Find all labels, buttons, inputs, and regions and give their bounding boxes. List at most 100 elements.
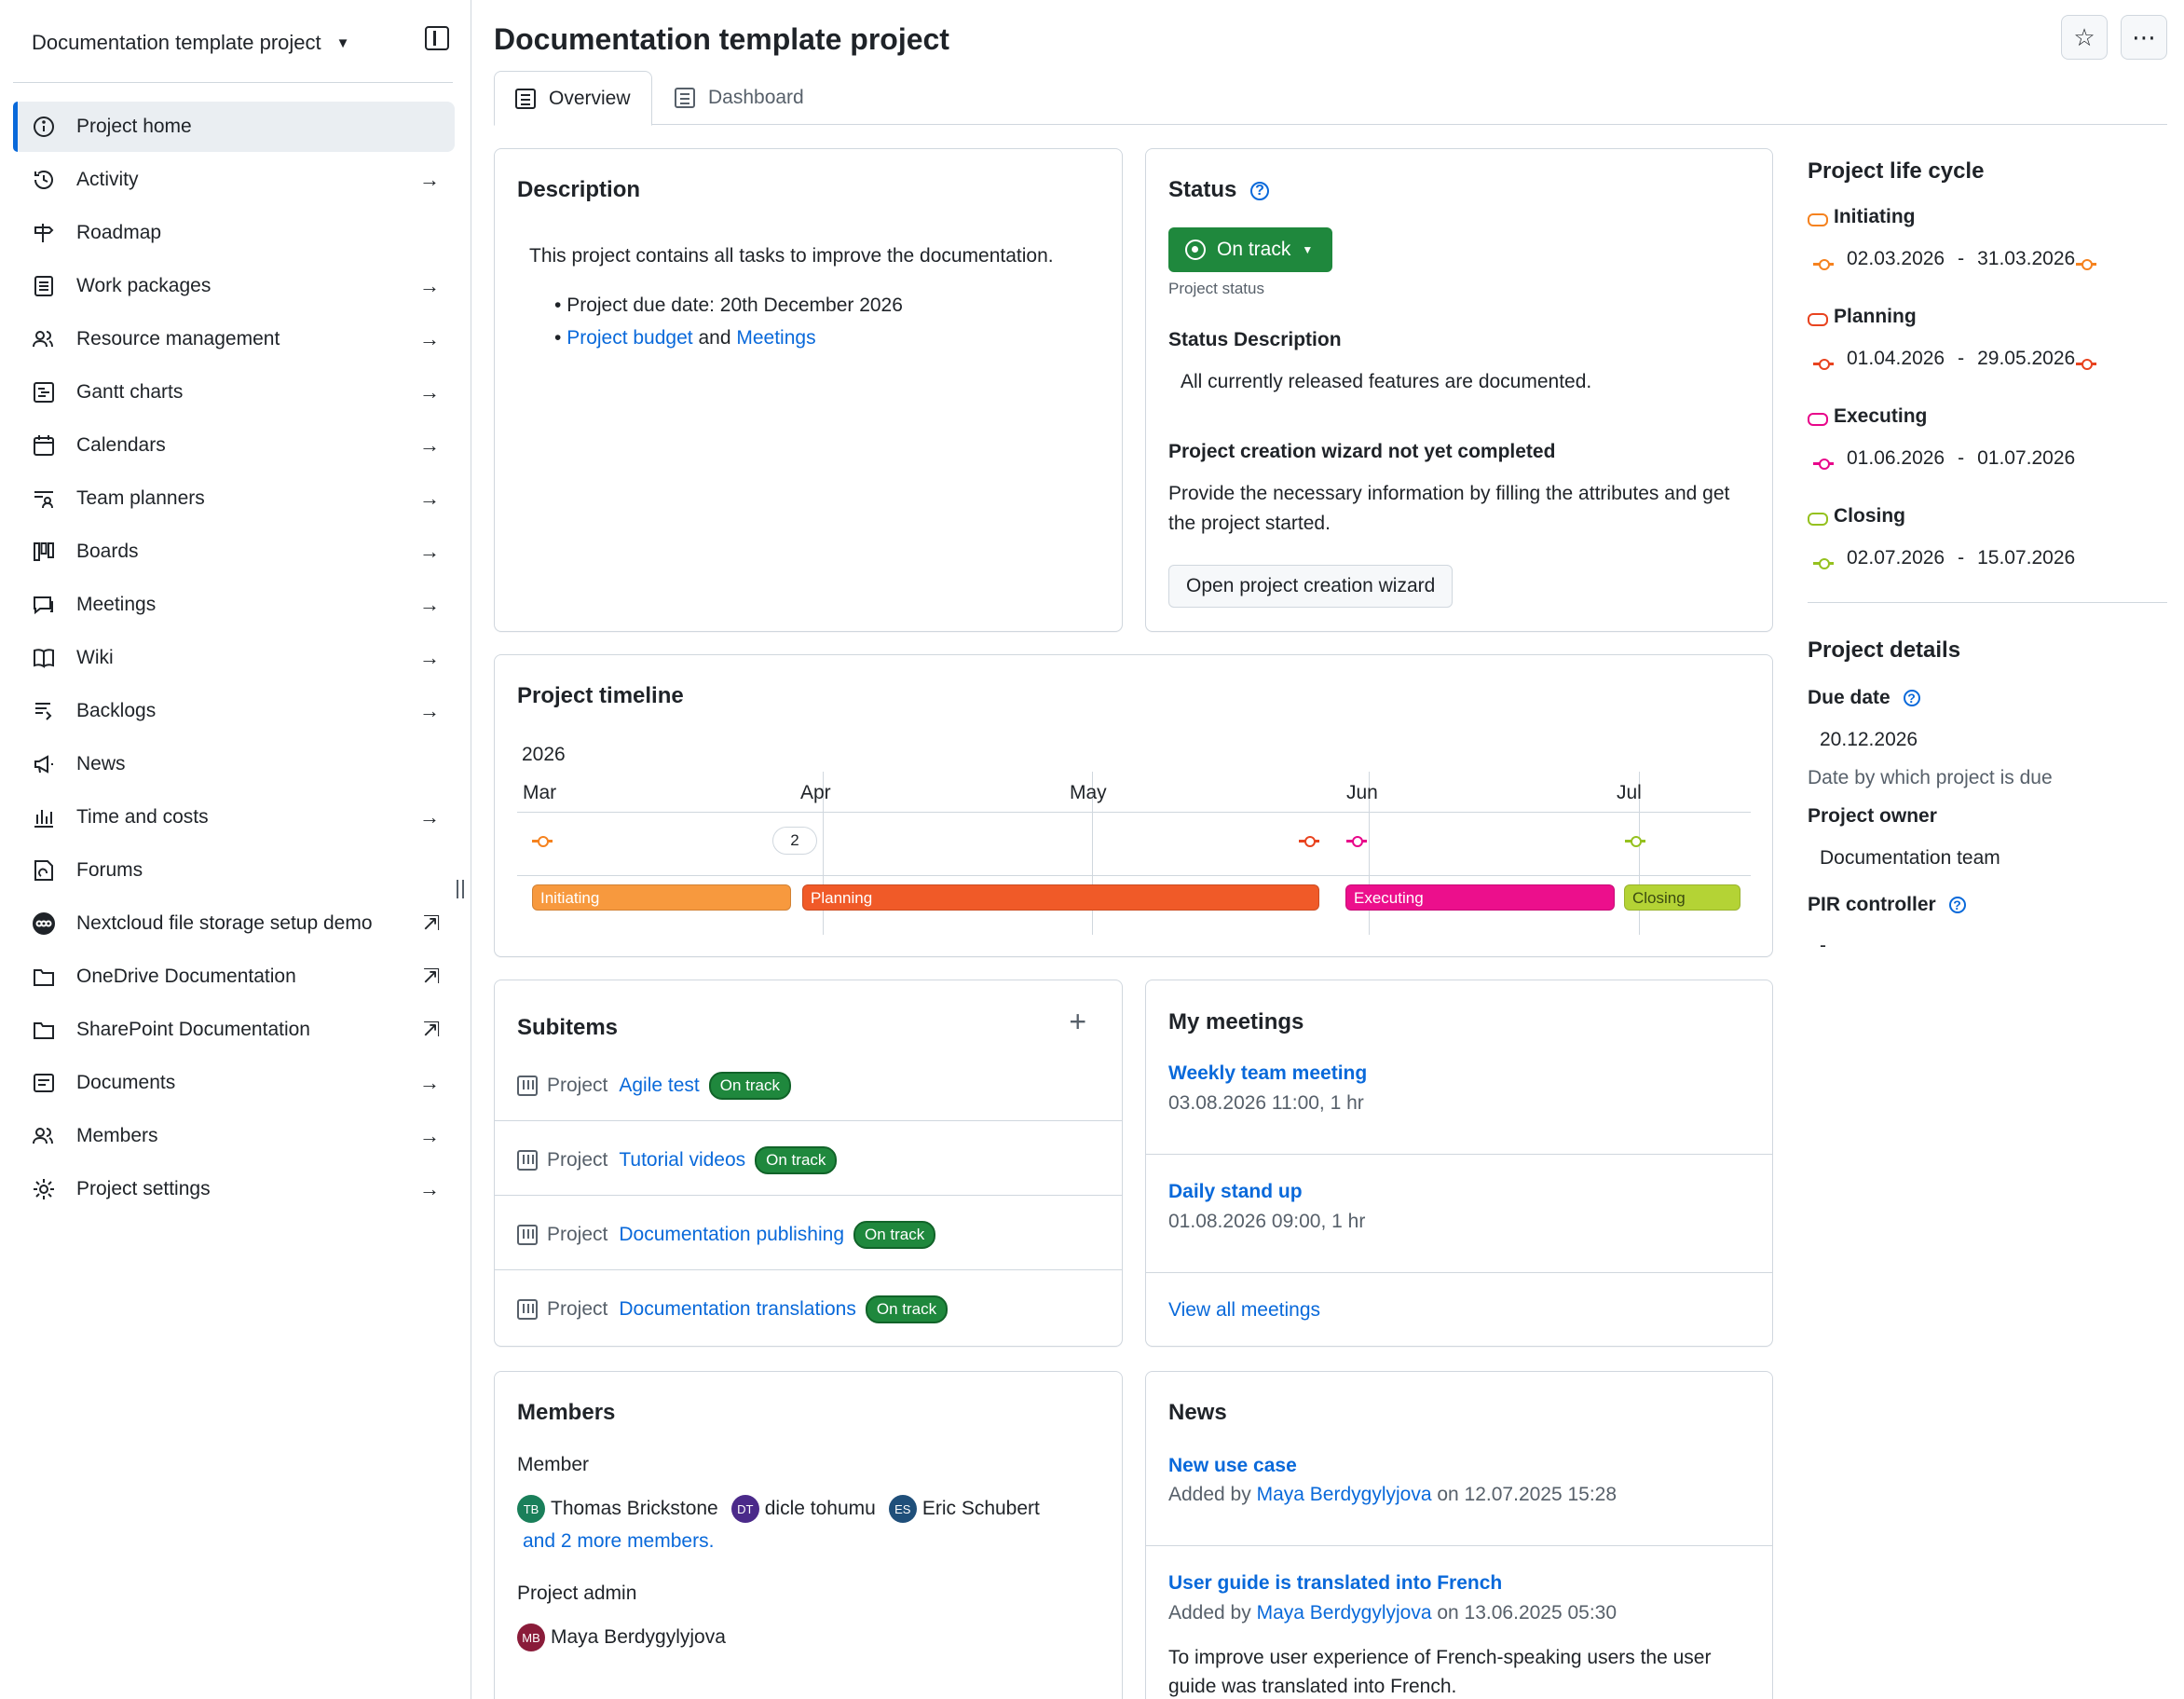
help-icon[interactable]: ? [1903,690,1920,707]
open-wizard-button[interactable]: Open project creation wizard [1168,565,1454,608]
sidebar-item-boards[interactable]: Boards → [13,527,455,577]
timeline-gate-icon[interactable] [532,835,553,847]
subitem-type: Project [547,1298,608,1320]
timeline-phase-bar[interactable]: Planning [802,884,1319,911]
member-name[interactable]: Thomas Brickstone [551,1498,718,1519]
arrow-right-icon[interactable]: → [419,1124,440,1147]
sidebar-item-news[interactable]: News [13,739,455,789]
subitem-type: Project [547,1149,608,1171]
timeline-gate-icon[interactable] [1346,835,1367,847]
sidebar-item-nextcloud-file-storage-setup-demo[interactable]: Nextcloud file storage setup demo ⇱ [13,898,455,949]
subitem-link[interactable]: Agile test [619,1075,700,1096]
comment-icon [32,593,56,617]
status-button[interactable]: On track ▼ [1168,227,1332,272]
timeline-phase-bar[interactable]: Executing [1345,884,1615,911]
sidebar-item-work-packages[interactable]: Work packages → [13,261,455,311]
more-button[interactable]: ⋯ [2121,15,2167,60]
team-planner-icon [32,486,56,511]
external-link-icon[interactable]: ⇱ [422,1018,440,1041]
meeting-link[interactable]: Weekly team meeting [1168,1062,1368,1084]
member-name[interactable]: Maya Berdygylyjova [551,1626,726,1648]
sidebar-item-calendars[interactable]: Calendars → [13,420,455,471]
info-icon [32,115,56,139]
arrow-right-icon[interactable]: → [419,380,440,404]
arrow-right-icon[interactable]: → [419,1071,440,1094]
arrow-right-icon[interactable]: → [419,540,440,563]
author-link[interactable]: Maya Berdygylyjova [1256,1602,1432,1624]
gantt-icon [32,380,56,404]
help-icon[interactable]: ? [1250,181,1270,200]
arrow-right-icon[interactable]: → [419,1177,440,1200]
arrow-right-icon[interactable]: → [419,699,440,722]
sidebar-item-backlogs[interactable]: Backlogs → [13,686,455,736]
help-icon[interactable]: ? [1948,897,1966,914]
phase-icon [1808,413,1828,426]
meetings-link[interactable]: Meetings [736,327,816,349]
subitems-card: Subitems + Project Agile test On track Proj… [494,980,1123,1347]
sidebar-item-documents[interactable]: Documents → [13,1058,455,1108]
grouped-gates-badge[interactable]: 2 [772,827,817,855]
arrow-right-icon[interactable]: → [419,168,440,191]
collapse-sidebar-icon[interactable] [425,26,449,50]
due-date-label-text: Due date [1808,687,1891,708]
phase-dates: 01.06.2026-01.07.2026 [1847,447,2075,470]
more-icon: ⋯ [2132,22,2156,51]
subitem-link[interactable]: Documentation translations [619,1298,856,1320]
project-switcher[interactable]: Documentation template project ▼ [32,24,460,62]
sidebar-item-project-settings[interactable]: Project settings → [13,1164,455,1214]
phase-start-gate-icon [1813,458,1834,470]
arrow-right-icon[interactable]: → [419,327,440,350]
more-members-link[interactable]: and 2 more members. [523,1530,715,1552]
member-name[interactable]: Eric Schubert [921,1498,1040,1519]
subitem-link[interactable]: Tutorial videos [619,1149,746,1171]
member-name[interactable]: dicle tohumu [764,1498,876,1519]
sidebar-item-team-planners[interactable]: Team planners → [13,473,455,524]
news-title-link[interactable]: New use case [1168,1455,1297,1476]
sidebar-item-wiki[interactable]: Wiki → [13,633,455,683]
tab-overview[interactable]: Overview [494,71,652,126]
view-all-meetings-link[interactable]: View all meetings [1168,1299,1321,1321]
sidebar-item-forums[interactable]: Forums [13,845,455,896]
arrow-right-icon[interactable]: → [419,593,440,616]
sidebar-item-members[interactable]: Members → [13,1111,455,1161]
wizard-text-line: the project started. [1168,513,1331,534]
sidebar-item-activity[interactable]: Activity → [13,155,455,205]
tab-label: Dashboard [708,87,804,108]
sidebar-item-meetings[interactable]: Meetings → [13,580,455,630]
divider [1808,602,2167,603]
add-subitem-button[interactable]: + [1069,1005,1086,1038]
sidebar-item-time-and-costs[interactable]: Time and costs → [13,792,455,843]
sidebar-item-project-home[interactable]: Project home [13,102,455,152]
timeline-phase-bar[interactable]: Initiating [532,884,791,911]
external-link-icon[interactable]: ⇱ [422,911,440,935]
divider [495,1269,1122,1270]
due-date-label: Due date ? [1808,687,1920,709]
subitem-row: Project Documentation publishing On track [517,1221,936,1249]
subitem-link[interactable]: Documentation publishing [619,1224,845,1245]
sidebar-item-roadmap[interactable]: Roadmap [13,208,455,258]
gear-icon [32,1177,56,1201]
author-link[interactable]: Maya Berdygylyjova [1256,1484,1432,1505]
meeting-link[interactable]: Daily stand up [1168,1181,1303,1202]
news-title-link[interactable]: User guide is translated into French [1168,1572,1503,1594]
milestone-icon [32,221,56,245]
external-link-icon[interactable]: ⇱ [422,965,440,988]
month-label: Jul [1617,782,1642,803]
sidebar-item-gantt-charts[interactable]: Gantt charts → [13,367,455,418]
sidebar-resize-handle[interactable] [457,880,464,898]
project-budget-link[interactable]: Project budget [566,327,693,349]
arrow-right-icon[interactable]: → [419,486,440,510]
phase-start-gate-icon [1813,557,1834,569]
timeline-gate-icon[interactable] [1299,835,1319,847]
timeline-gate-icon[interactable] [1625,835,1645,847]
favorite-button[interactable]: ☆ [2061,15,2108,60]
arrow-right-icon[interactable]: → [419,805,440,829]
tab-dashboard[interactable]: Dashboard [654,71,825,125]
sidebar-item-onedrive-documentation[interactable]: OneDrive Documentation ⇱ [13,952,455,1002]
sidebar-item-resource-management[interactable]: Resource management → [13,314,455,364]
sidebar-item-sharepoint-documentation[interactable]: SharePoint Documentation ⇱ [13,1005,455,1055]
arrow-right-icon[interactable]: → [419,646,440,669]
arrow-right-icon[interactable]: → [419,433,440,457]
arrow-right-icon[interactable]: → [419,274,440,297]
timeline-phase-bar[interactable]: Closing [1624,884,1740,911]
